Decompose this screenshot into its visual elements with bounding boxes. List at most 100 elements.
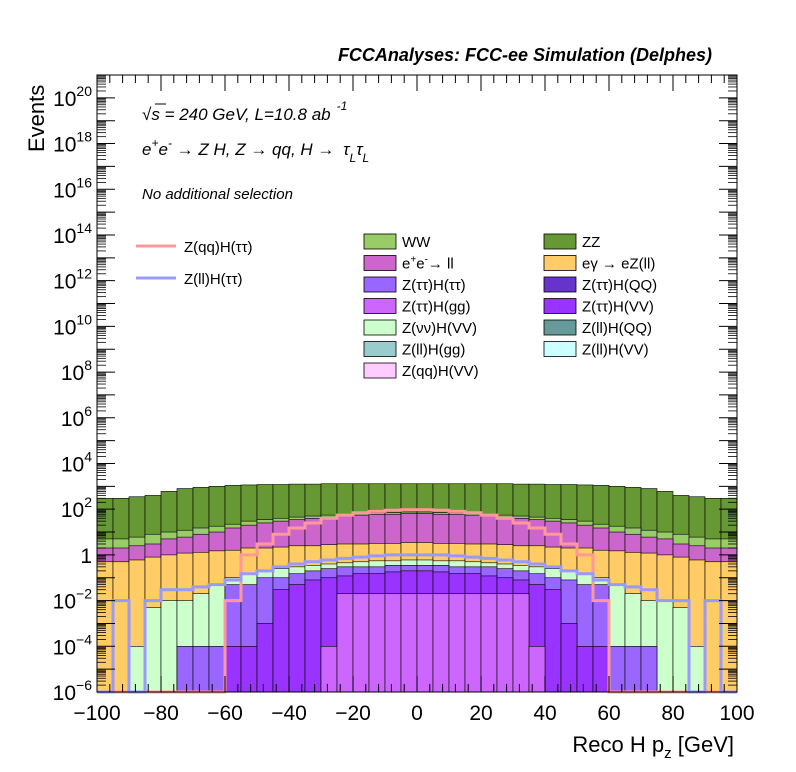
legend-swatch — [543, 255, 577, 271]
x-tick-label: 0 — [411, 702, 423, 725]
stack-bin-z-h-gg--25 — [496, 593, 514, 693]
y-tick-label: 10−4 — [53, 631, 93, 659]
stack-bin-z-h--7 — [208, 645, 226, 693]
x-tick-label: 80 — [661, 702, 684, 725]
legend-background-label: Z(qq)H(VV) — [402, 363, 479, 380]
stack-bin-z-h--32 — [608, 645, 626, 693]
legend-swatch — [363, 362, 397, 379]
stack-bin-z-h-vv--4 — [160, 600, 178, 693]
legend-background-label: ZZ — [582, 234, 600, 251]
legend-background-label: Z(νν)H(VV) — [402, 320, 477, 337]
legend-background-label: Z(ττ)H(QQ) — [582, 277, 657, 294]
y-tick-label: 10−6 — [53, 677, 93, 705]
x-tick-label: −80 — [143, 702, 179, 725]
stack-bin-z-h-gg--16 — [352, 593, 370, 693]
y-tick-label: 1016 — [53, 174, 92, 202]
legend-signal-label: Z(qq)H(ττ) — [184, 239, 253, 256]
y-tick-label: 1014 — [53, 220, 92, 248]
stack-bin-z-h-vv--30 — [576, 645, 594, 693]
stack-bin-z-h-vv--9 — [240, 645, 258, 693]
stack-bin-z-h-vv--2 — [128, 645, 146, 693]
stack-bin-z-h-vv--28 — [544, 589, 562, 693]
stack-bin-z-h-vv--36 — [672, 607, 690, 693]
y-tick-label: 1 — [80, 545, 92, 568]
legend-background-label: e+e-→ ll — [402, 255, 454, 273]
stack-bin-z-h-gg--14 — [320, 645, 338, 693]
legend-swatch — [363, 255, 397, 271]
stack-bin-z-h-vv--31 — [592, 645, 610, 693]
legend-swatch — [543, 276, 577, 293]
stack-bin-z-h--33 — [624, 645, 642, 693]
stack-bin-z-h-vv--13 — [304, 579, 322, 693]
x-tick-label: 100 — [719, 702, 754, 725]
stack-bin-z-h-vv--35 — [656, 600, 674, 693]
legend-swatch — [543, 319, 577, 336]
stack-bin-z-h-gg--15 — [336, 593, 354, 693]
stack-bin-z-h-gg--22 — [448, 593, 466, 693]
legend-background-label: Z(ll)H(gg) — [402, 342, 465, 359]
stack-bin-z-h-gg--18 — [384, 593, 402, 693]
x-tick-label: −60 — [207, 702, 243, 725]
y-tick-label: 1012 — [53, 266, 92, 294]
x-tick-label: −20 — [335, 702, 371, 725]
stack-bin-z-h-vv--10 — [256, 623, 274, 693]
energy-lumi-annotation: √s = 240 GeV, L=10.8 ab -1 — [142, 99, 347, 124]
stack-bin-z-h-vv--8 — [224, 645, 242, 693]
y-tick-label: 106 — [61, 403, 92, 431]
stack-bin-z-h-gg--23 — [464, 593, 482, 693]
histogram-layer — [96, 483, 738, 694]
legend-background-label: Z(ττ)H(gg) — [402, 299, 471, 316]
signal-line-zll-htautau — [97, 553, 737, 694]
legend-background-label: Z(ll)H(QQ) — [582, 320, 652, 337]
background-legend: WW ZZ e+e-→ ll eγ → eZ(ll) Z(ττ)H(ττ) Z(ττ)H(… — [363, 233, 657, 380]
stack-bin-e-ez-ll--1 — [112, 561, 130, 693]
y-tick-label: 1018 — [53, 129, 92, 157]
legend-swatch — [543, 341, 577, 357]
stack-bin-z-h-vv--37 — [688, 645, 706, 693]
legend-swatch — [543, 233, 577, 250]
x-tick-label: 60 — [597, 702, 620, 725]
y-axis-label: Events — [24, 85, 49, 152]
legend-swatch — [363, 341, 397, 357]
legend-swatch — [363, 319, 397, 336]
legend-background-label: Z(ττ)H(ττ) — [402, 277, 466, 294]
legend-background-label: Z(ll)H(VV) — [582, 342, 649, 359]
legend-background-label: eγ → eZ(ll) — [582, 256, 655, 273]
stack-bin-z-h-gg--27 — [528, 645, 546, 693]
x-axis-label: Reco H pz [GeV] — [572, 732, 734, 762]
stack-bin-z-h-gg--17 — [368, 593, 386, 693]
legend-swatch — [363, 298, 397, 314]
stack-bin-z-h-gg--24 — [480, 593, 498, 693]
stack-bin-z-h-gg--20 — [416, 593, 434, 693]
signal-legend: Z(qq)H(ττ) Z(ll)H(ττ) — [136, 239, 253, 288]
stack-bin-z-h-vv--12 — [288, 584, 306, 693]
chart-title: FCCAnalyses: FCC-ee Simulation (Delphes) — [338, 45, 712, 65]
stack-bin-z-h-vv--29 — [560, 623, 578, 693]
selection-annotation: No additional selection — [142, 186, 293, 203]
stack-bin-z-h--5 — [176, 645, 194, 693]
stack-bin-z-h-gg--21 — [432, 593, 450, 693]
legend-background-label: WW — [402, 234, 431, 251]
legend-signal-label: Z(ll)H(ττ) — [184, 271, 243, 288]
stack-bin-z-h-gg--26 — [512, 593, 530, 693]
legend-background-label: Z(ττ)H(VV) — [582, 299, 654, 316]
stack-bin-e-ez-ll--38 — [704, 561, 722, 693]
stack-bin-z-h--6 — [192, 645, 210, 693]
legend-swatch — [363, 276, 397, 293]
y-tick-label: 104 — [61, 448, 92, 476]
y-tick-label: 1020 — [53, 83, 92, 111]
x-tick-label: 40 — [533, 702, 556, 725]
x-tick-label: −100 — [73, 702, 120, 725]
signal-line-zqq-htautau — [97, 508, 737, 694]
process-annotation: e+e- → Z H, Z → qq, H → τLτL — [142, 136, 369, 165]
x-tick-label: −40 — [271, 702, 307, 725]
stack-bin-z-h--34 — [640, 645, 658, 693]
stack-bin-z-h-gg--19 — [400, 593, 418, 693]
y-tick-label: 108 — [61, 357, 92, 385]
y-tick-label: 10−2 — [53, 586, 93, 614]
y-tick-label: 1010 — [53, 311, 92, 339]
x-tick-label: 20 — [469, 702, 492, 725]
stack-bin-z-h-vv--3 — [144, 607, 162, 693]
legend-swatch — [363, 233, 397, 250]
